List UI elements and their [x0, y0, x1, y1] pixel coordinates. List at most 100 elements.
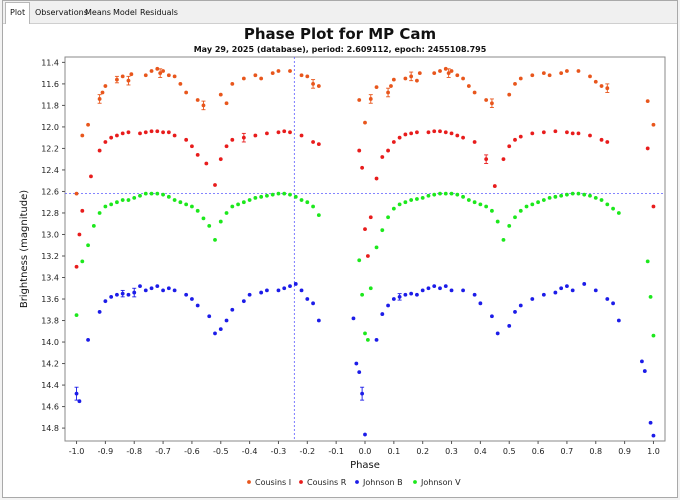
data-point [218, 219, 223, 224]
legend-marker [355, 480, 359, 484]
data-point [86, 337, 90, 342]
data-point [501, 157, 506, 162]
data-point [611, 301, 615, 306]
data-point [241, 299, 246, 304]
tab-plot[interactable]: Plot [5, 2, 31, 24]
data-point [293, 282, 298, 286]
data-point [593, 79, 598, 84]
data-point [507, 223, 512, 228]
data-point [172, 133, 177, 138]
data-point [645, 146, 650, 151]
series-cousins-r [74, 129, 656, 269]
data-point [100, 90, 105, 95]
legend-marker [413, 480, 417, 484]
data-point [184, 292, 189, 297]
data-point [391, 140, 396, 144]
legend-marker [299, 480, 303, 484]
data-point [149, 69, 154, 73]
data-point [265, 288, 269, 293]
data-point [103, 140, 108, 144]
x-tick-label: 0.9 [618, 447, 631, 456]
legend-label: Johnson B [362, 478, 403, 487]
data-point [311, 301, 315, 306]
data-point [507, 324, 512, 328]
data-point [270, 192, 275, 197]
data-point [143, 191, 148, 196]
data-point [380, 155, 385, 159]
data-point [380, 312, 385, 316]
y-tick-label: 13.6 [41, 295, 59, 304]
x-tick-label: -0.5 [213, 447, 229, 456]
data-point [530, 131, 535, 136]
data-point [507, 92, 512, 97]
data-point [588, 193, 592, 198]
tab-means[interactable]: Means [85, 8, 111, 17]
data-point [547, 73, 552, 78]
data-point [120, 131, 125, 136]
x-tick-label: 0.4 [474, 447, 487, 456]
data-point [184, 137, 189, 142]
data-point [432, 71, 437, 76]
data-point [651, 204, 656, 209]
data-point [374, 176, 379, 181]
data-point [276, 130, 281, 135]
data-point [97, 148, 102, 153]
tab-observations[interactable]: Observations [35, 8, 88, 17]
data-point [299, 288, 304, 293]
data-point [80, 208, 85, 213]
data-point [368, 97, 373, 101]
data-point [446, 71, 451, 76]
data-point [495, 331, 500, 336]
tab-residuals[interactable]: Residuals [140, 8, 178, 17]
data-point [530, 73, 535, 78]
data-point [541, 198, 546, 202]
data-point [80, 133, 85, 138]
data-point [455, 192, 460, 197]
data-point [161, 192, 165, 197]
data-point [391, 206, 396, 211]
data-point [316, 142, 321, 147]
data-point [397, 202, 402, 207]
data-point [472, 140, 477, 144]
tab-model[interactable]: Model [113, 8, 138, 17]
data-point [461, 288, 465, 293]
data-point [120, 198, 125, 202]
data-point [354, 361, 359, 366]
data-point [611, 206, 615, 211]
data-point [651, 333, 656, 338]
data-point [149, 286, 154, 291]
data-point [155, 129, 160, 134]
data-point [565, 192, 569, 197]
data-point [513, 137, 517, 142]
data-point [213, 237, 217, 242]
data-point [351, 316, 356, 321]
y-tick-label: 12.4 [41, 166, 59, 175]
data-point [224, 144, 229, 149]
y-tick-label: 12.0 [41, 123, 59, 132]
x-tick-label: -0.2 [300, 447, 316, 456]
data-point [115, 292, 119, 297]
data-point [553, 290, 558, 295]
data-point [524, 204, 529, 209]
data-point [120, 291, 125, 296]
data-point [570, 191, 575, 196]
data-point [230, 307, 235, 312]
y-tick-label: 14.6 [41, 403, 59, 412]
data-point [138, 193, 142, 198]
data-point [438, 286, 442, 291]
data-point [513, 81, 517, 86]
x-tick-label: 0.1 [387, 447, 400, 456]
data-point [276, 191, 281, 196]
phase-plot-chart[interactable]: 11.4 11.6 11.8 12.0 12.2 12.4 12.6 12.8 13.0 13.2… [3, 1, 677, 497]
data-point [518, 76, 523, 81]
data-point [129, 72, 134, 77]
data-point [645, 259, 650, 264]
data-point [172, 198, 177, 202]
data-point [559, 286, 564, 291]
data-point [365, 254, 370, 258]
data-point [178, 200, 183, 205]
data-point [599, 198, 604, 202]
x-tick-label: 0.5 [503, 447, 516, 456]
data-point [397, 135, 402, 140]
data-point [282, 191, 287, 196]
